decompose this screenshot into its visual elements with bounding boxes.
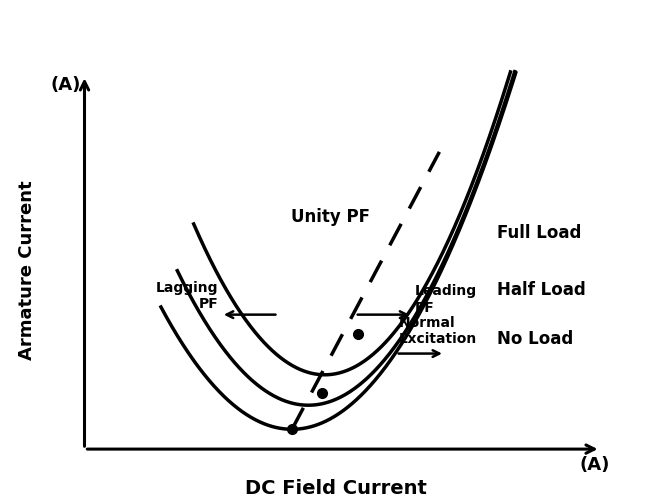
Text: Lagging
PF: Lagging PF xyxy=(156,281,218,311)
Text: Full Load: Full Load xyxy=(497,224,581,242)
Text: DC Field Current: DC Field Current xyxy=(244,479,426,498)
Text: (A): (A) xyxy=(50,76,81,94)
Text: (A): (A) xyxy=(580,456,610,474)
Text: Leading
PF: Leading PF xyxy=(415,284,477,315)
Text: Armature Current: Armature Current xyxy=(18,180,36,360)
Text: Half Load: Half Load xyxy=(497,281,586,299)
Text: V-Curves of Synchronous Motor: V-Curves of Synchronous Motor xyxy=(115,14,535,38)
Text: No Load: No Load xyxy=(497,330,573,348)
Text: Normal
Excitation: Normal Excitation xyxy=(398,316,476,346)
Text: Unity PF: Unity PF xyxy=(291,208,370,226)
